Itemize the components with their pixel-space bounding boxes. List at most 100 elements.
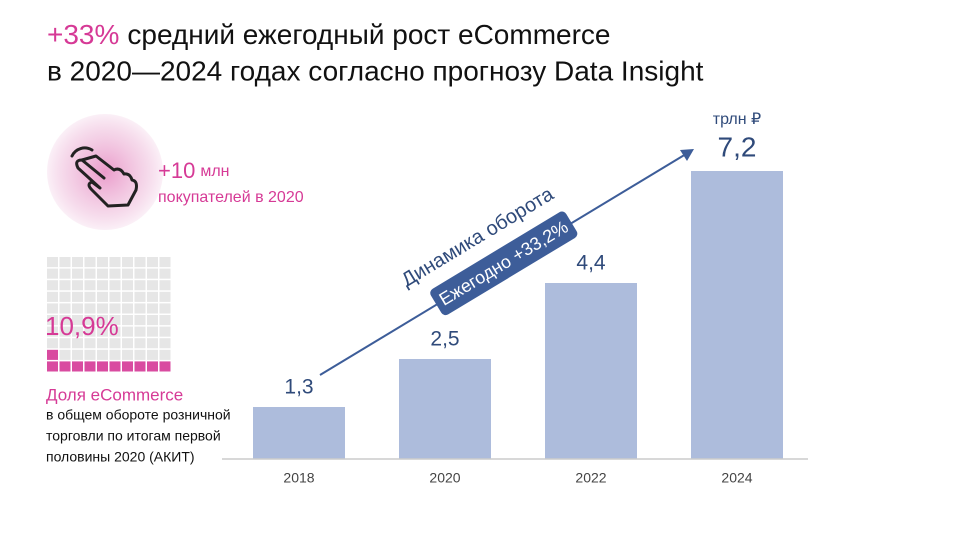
waffle-cell — [134, 315, 146, 326]
waffle-cell — [109, 280, 121, 291]
waffle-cell — [109, 326, 121, 337]
waffle-cell — [147, 268, 158, 279]
title-text: в 2020—2024 годах согласно прогнозу Data… — [47, 55, 704, 86]
icon-circle — [47, 114, 163, 230]
waffle-cell — [59, 326, 71, 337]
waffle-cell — [72, 257, 83, 268]
waffle-cell — [159, 268, 171, 279]
waffle-cell — [84, 257, 96, 268]
waffle-cell — [147, 326, 158, 337]
x-tick-label: 2022 — [575, 470, 606, 486]
waffle-cell-filled — [47, 361, 58, 372]
title-line: +33% средний ежегодный рост eCommerce — [47, 19, 611, 50]
waffle — [47, 257, 171, 372]
waffle-cell — [134, 291, 146, 302]
waffle-cell — [159, 280, 171, 291]
waffle-cell — [122, 326, 133, 337]
waffle-cell — [59, 315, 71, 326]
waffle-cell — [122, 268, 133, 279]
waffle-cell-filled — [97, 361, 108, 372]
waffle-cell — [97, 326, 108, 337]
waffle-cell — [97, 338, 108, 349]
waffle-cell — [147, 291, 158, 302]
waffle-cell — [147, 349, 158, 360]
unit-label: трлн ₽ — [713, 111, 761, 128]
waffle-cell — [97, 257, 108, 268]
waffle-cell — [97, 280, 108, 291]
waffle-cell — [84, 280, 96, 291]
waffle-cell — [59, 291, 71, 302]
waffle-cell — [134, 326, 146, 337]
waffle-cell — [122, 315, 133, 326]
waffle-cell — [84, 315, 96, 326]
share-text: в общем обороте розничной — [46, 407, 231, 423]
share-label: 10,9% — [45, 311, 119, 341]
waffle-cell — [47, 326, 58, 337]
waffle-cell — [72, 338, 83, 349]
waffle-cell — [84, 326, 96, 337]
waffle-cell — [109, 303, 121, 314]
share-title: Доля eCommerce — [46, 385, 183, 404]
waffle-cell — [97, 268, 108, 279]
waffle-cell — [84, 303, 96, 314]
waffle-cell — [59, 280, 71, 291]
waffle-cell — [134, 349, 146, 360]
title-highlight: +33% — [47, 19, 119, 50]
buyers-number: +10 — [158, 158, 195, 183]
bar — [545, 283, 637, 459]
waffle-cell — [159, 315, 171, 326]
share-text: торговли по итогам первой — [46, 428, 221, 444]
waffle-cell — [159, 349, 171, 360]
x-tick-label: 2020 — [429, 470, 460, 486]
waffle-cell — [97, 349, 108, 360]
value-label: 7,2 — [718, 131, 757, 162]
waffle-cell — [72, 280, 83, 291]
waffle-cell — [47, 315, 58, 326]
waffle-cell — [72, 291, 83, 302]
waffle-cell — [72, 315, 83, 326]
waffle-cell — [122, 303, 133, 314]
waffle-cell — [147, 280, 158, 291]
waffle-cell — [122, 338, 133, 349]
waffle-cell — [84, 338, 96, 349]
waffle-cell — [97, 315, 108, 326]
waffle-cell — [109, 338, 121, 349]
waffle-filled — [47, 349, 171, 372]
waffle-cell — [159, 257, 171, 268]
waffle-cell-filled — [134, 361, 146, 372]
waffle-cell — [72, 349, 83, 360]
hand-icon — [70, 146, 138, 208]
waffle-cell — [59, 349, 71, 360]
waffle-cell — [109, 349, 121, 360]
buyers-text: покупателей в 2020 — [158, 189, 304, 206]
waffle-cell — [147, 257, 158, 268]
waffle-cell — [72, 326, 83, 337]
waffle-cell — [72, 303, 83, 314]
x-tick-label: 2024 — [721, 470, 752, 486]
waffle-cell — [134, 338, 146, 349]
waffle-cell — [72, 268, 83, 279]
title-text: средний ежегодный рост eCommerce — [127, 19, 610, 50]
waffle-cell-filled — [109, 361, 121, 372]
bar — [691, 171, 783, 459]
waffle-cell — [84, 349, 96, 360]
waffle-cell — [122, 257, 133, 268]
waffle-cell — [47, 338, 58, 349]
waffle-cell — [109, 291, 121, 302]
buyers: +10 млн — [158, 158, 230, 183]
chart: 1,3 2018 2,5 2020 4,4 2022 7,2 2024 — [253, 131, 783, 486]
annotation-box — [430, 211, 578, 316]
bar — [253, 407, 345, 459]
arrow-head — [680, 149, 694, 161]
waffle-cell — [147, 315, 158, 326]
waffle-cell — [47, 280, 58, 291]
waffle-cell — [159, 326, 171, 337]
waffle-cell — [59, 338, 71, 349]
waffle-cell-filled — [159, 361, 171, 372]
waffle-cell — [47, 303, 58, 314]
buyers-unit: млн — [200, 163, 229, 180]
waffle-cell-filled — [84, 361, 96, 372]
waffle-cell — [122, 280, 133, 291]
